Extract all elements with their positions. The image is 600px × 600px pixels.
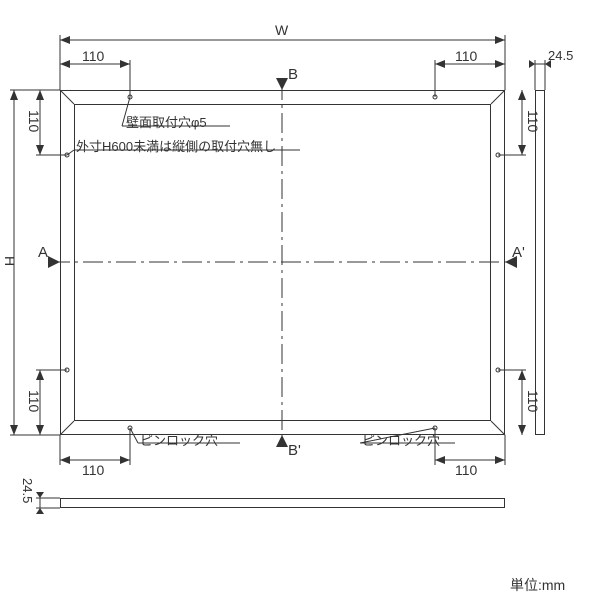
marker-b: B: [288, 66, 298, 83]
dim-110-left-top: 110: [26, 110, 42, 132]
label-note: 外寸H600未満は縦側の取付穴無し: [76, 136, 276, 155]
marker-a-prime: A': [512, 244, 525, 261]
label-pinlock-right: ピンロック穴: [362, 430, 440, 449]
dim-24-5-top: 24.5: [548, 48, 573, 63]
diagram-lines: [0, 0, 600, 600]
dim-110-bottom-right: 110: [455, 462, 477, 478]
label-pinlock-left: ピンロック穴: [140, 430, 218, 449]
side-profile-right: [535, 90, 545, 435]
label-units: 単位:mm: [510, 575, 565, 595]
dim-110-top-left: 110: [82, 48, 104, 64]
marker-a: A: [38, 244, 48, 261]
dim-110-right-top: 110: [525, 110, 541, 132]
label-wall-hole: 壁面取付穴φ5: [126, 112, 207, 131]
dim-24-5-left: 24.5: [20, 478, 35, 503]
dim-110-top-right: 110: [455, 48, 477, 64]
dim-110-left-bottom: 110: [26, 390, 42, 412]
dim-h: H: [2, 256, 18, 266]
side-profile-bottom: [60, 498, 505, 508]
dim-110-bottom-left: 110: [82, 462, 104, 478]
dim-w: W: [275, 22, 288, 38]
marker-b-prime: B': [288, 442, 301, 459]
dim-110-right-bottom: 110: [525, 390, 541, 412]
